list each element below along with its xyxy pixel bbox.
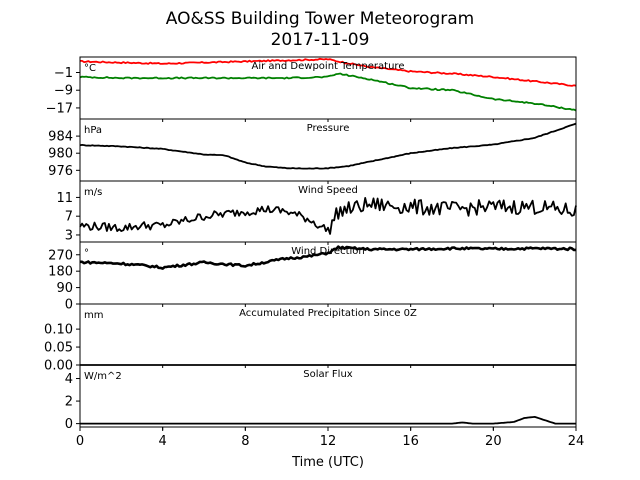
- panel-title: Wind Direction: [291, 246, 365, 257]
- x-tick-label: 8: [241, 434, 249, 449]
- panel-unit-label: m/s: [84, 187, 102, 198]
- series-line-air-temperature: [80, 57, 577, 87]
- y-tick-label: 0: [65, 298, 73, 313]
- panel-unit-label: °: [84, 248, 89, 259]
- panel-unit-label: hPa: [84, 125, 102, 136]
- panel-2: 984 980 976 hPa Pressure: [48, 118, 577, 184]
- panel-title: Air and Dewpoint Temperature: [252, 61, 405, 72]
- y-tick-label: 0.10: [44, 323, 73, 338]
- y-tick-label: 976: [48, 164, 73, 179]
- x-tick-label: 20: [485, 434, 502, 449]
- x-axis: 0 4 8 12 16 20 24: [76, 427, 584, 449]
- panel-1: −1 −9 −17 °C Air and Dewpoint Temperature: [46, 56, 577, 122]
- series-line-pressure: [79, 122, 577, 170]
- series-line-wind-direction: [80, 245, 576, 270]
- panel-title: Pressure: [307, 123, 350, 134]
- figure-title-line2: 2017-11-09: [271, 30, 370, 50]
- y-tick-label: 980: [48, 147, 73, 162]
- x-tick-label: 24: [568, 434, 585, 449]
- y-tick-label: 7: [65, 210, 73, 225]
- panel-title: Wind Speed: [298, 185, 358, 196]
- y-tick-label: 0.05: [44, 341, 73, 356]
- x-tick-label: 0: [76, 434, 84, 449]
- x-axis-label: Time (UTC): [291, 455, 364, 470]
- panels-group: −1 −9 −17 °C Air and Dewpoint Temperature 984…: [44, 56, 577, 432]
- y-tick-label: −9: [54, 84, 73, 99]
- figure-title-line1: AO&SS Building Tower Meteorogram: [166, 9, 474, 29]
- panel-6: 4 2 0 W/m^2 Solar Flux: [65, 364, 577, 432]
- y-tick-label: 180: [48, 265, 73, 280]
- series-line-dewpoint-temperature: [79, 72, 577, 112]
- panel-5: 0.10 0.05 0.00 mm Accumulated Precipitation …: [44, 303, 577, 374]
- y-tick-label: 4: [65, 372, 73, 387]
- series-line-wind-speed: [79, 196, 577, 235]
- panel-3: 11 7 3 m/s Wind Speed: [56, 180, 577, 245]
- series-line-solar-flux: [80, 415, 576, 425]
- panel-title: Solar Flux: [303, 369, 353, 380]
- y-tick-label: 0: [65, 417, 73, 432]
- y-tick-label: −1: [54, 66, 73, 81]
- x-tick-label: 4: [159, 434, 167, 449]
- y-tick-label: 3: [65, 228, 73, 243]
- panel-unit-label: °C: [84, 63, 96, 74]
- panel-unit-label: mm: [84, 310, 103, 321]
- y-tick-label: 90: [56, 281, 73, 296]
- y-tick-label: −17: [46, 101, 73, 116]
- x-tick-label: 12: [320, 434, 337, 449]
- y-tick-label: 2: [65, 395, 73, 410]
- y-tick-label: 0.00: [44, 359, 73, 374]
- y-tick-label: 984: [48, 130, 73, 145]
- x-tick-label: 16: [402, 434, 419, 449]
- y-tick-label: 11: [56, 191, 73, 206]
- panel-title: Accumulated Precipitation Since 0Z: [239, 308, 417, 319]
- y-tick-label: 270: [48, 248, 73, 263]
- panel-unit-label: W/m^2: [84, 371, 122, 382]
